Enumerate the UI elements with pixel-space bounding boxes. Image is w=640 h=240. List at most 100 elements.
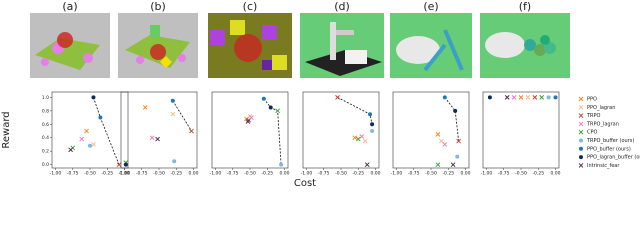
panel-label: (c): [243, 0, 258, 13]
pareto-front: [444, 97, 460, 142]
x-tick-label: -0.50: [515, 171, 527, 177]
legend-marker: [579, 146, 583, 151]
pareto-front: [337, 97, 373, 125]
legend-marker: [578, 129, 584, 135]
panel-label: (a): [62, 0, 77, 13]
y-tick-label: 0.4: [42, 135, 49, 141]
x-tick-label: -0.75: [67, 171, 79, 177]
scene-b: [118, 13, 198, 78]
point: [123, 162, 128, 167]
point: [355, 136, 361, 142]
pareto-front: [93, 97, 120, 165]
x-tick-label: 0.00: [120, 171, 130, 177]
x-tick-label: 0.00: [371, 171, 381, 177]
legend-marker: [579, 155, 583, 160]
point: [487, 95, 492, 100]
panel-label: (f): [519, 0, 531, 13]
point: [518, 95, 524, 100]
point: [450, 162, 456, 167]
y-axis-label: Reward: [1, 111, 12, 148]
x-tick-label: -0.50: [425, 171, 437, 177]
point: [442, 142, 448, 147]
point: [456, 138, 461, 144]
scene-f: [480, 13, 570, 78]
plot-frame: [482, 91, 560, 169]
point: [98, 115, 103, 120]
point: [546, 95, 551, 100]
panel-label: (e): [423, 0, 438, 13]
legend-label: PPO_lagran: [587, 105, 615, 111]
point: [504, 95, 510, 100]
x-tick-label: -1.00: [119, 171, 131, 177]
x-tick-label: -0.50: [84, 171, 96, 177]
legend-label: TRPO_buffer (ours): [586, 138, 634, 144]
point: [359, 134, 365, 139]
point: [68, 147, 73, 153]
x-tick-label: -0.50: [153, 171, 165, 177]
y-tick-label: 0.8: [42, 108, 49, 114]
x-tick-label: -1.00: [391, 171, 403, 177]
y-tick-label: 0.2: [42, 149, 49, 155]
point: [116, 162, 122, 167]
point: [172, 159, 177, 164]
x-tick-label: -0.25: [532, 171, 544, 177]
legend-label: TRPO: [586, 113, 601, 119]
point: [511, 95, 517, 100]
x-axis-label: Cost: [294, 178, 316, 189]
scene-e: [390, 13, 472, 78]
x-tick-label: -1.00: [50, 171, 62, 177]
point: [439, 138, 444, 144]
x-tick-label: -1.00: [210, 171, 222, 177]
legend-label: Intrinsic_fear: [587, 163, 620, 169]
plot-frame: [302, 91, 380, 169]
y-tick-label: 1.0: [42, 95, 49, 101]
point: [370, 122, 375, 127]
point: [364, 162, 370, 167]
scene-d: [300, 13, 384, 78]
x-tick-label: -0.75: [136, 171, 148, 177]
x-tick-label: 0.00: [551, 171, 561, 177]
point: [249, 115, 254, 120]
point: [142, 105, 148, 110]
legend-marker: [579, 138, 583, 143]
x-tick-label: -0.50: [244, 171, 256, 177]
legend-label: PPO_buffer (ours): [587, 146, 631, 152]
point: [435, 132, 441, 137]
x-tick-label: -1.00: [481, 171, 493, 177]
point: [362, 138, 368, 144]
point: [261, 96, 266, 101]
point: [79, 136, 85, 142]
point: [539, 95, 545, 100]
legend-marker: [578, 104, 584, 110]
plot-frame: [211, 91, 289, 169]
point: [268, 105, 273, 110]
x-tick-label: 0.00: [189, 171, 199, 177]
point: [170, 111, 176, 117]
point: [442, 95, 447, 100]
x-tick-label: -1.00: [301, 171, 313, 177]
legend-label: PPO: [587, 97, 597, 103]
point: [455, 154, 460, 159]
point: [189, 128, 194, 134]
point: [453, 108, 458, 113]
legend-marker: [578, 96, 584, 102]
x-tick-label: -0.25: [352, 171, 364, 177]
point: [91, 142, 96, 147]
x-tick-label: -0.75: [227, 171, 239, 177]
point: [84, 128, 89, 134]
plot-frame: [51, 91, 129, 169]
point: [370, 129, 375, 134]
x-tick-label: -0.25: [170, 171, 182, 177]
y-tick-label: 0.0: [42, 162, 49, 168]
x-tick-label: -0.75: [318, 171, 330, 177]
point: [170, 98, 175, 103]
point: [352, 135, 358, 141]
x-tick-label: -0.25: [101, 171, 113, 177]
figure: Reward Cost (a) (b) (c) (d) (e) (f) -1.00 -0.75…: [1, 0, 640, 189]
point: [335, 95, 340, 100]
point: [155, 136, 160, 142]
point: [525, 95, 531, 100]
legend-label: CPO: [587, 130, 598, 136]
panel-label: (d): [334, 0, 350, 13]
point: [149, 135, 155, 141]
